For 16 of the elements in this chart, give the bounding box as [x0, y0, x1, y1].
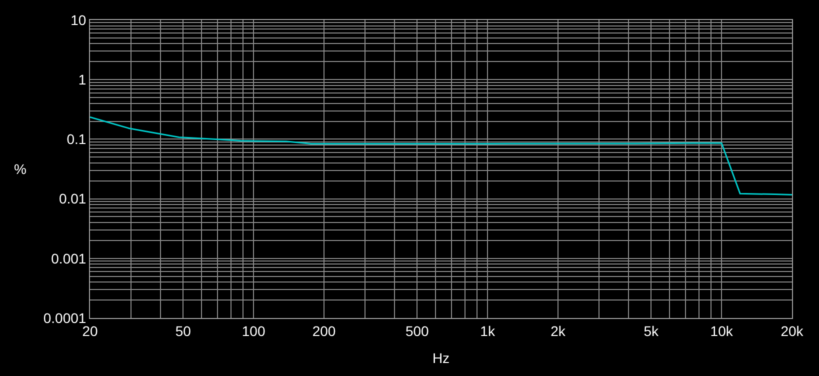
x-tick-label: 2k [550, 322, 566, 339]
x-tick-label: 200 [312, 322, 336, 339]
y-axis-title: % [14, 161, 26, 177]
x-axis-title: Hz [432, 350, 450, 366]
x-tick-label: 1k [480, 322, 496, 339]
x-tick-label: 500 [405, 322, 430, 339]
y-tick-label: 1 [78, 72, 86, 88]
y-tick-label: 10 [70, 12, 86, 28]
y-tick-label: 0.1 [66, 131, 86, 148]
x-tick-label: 50 [175, 322, 192, 339]
y-tick-label: 0.01 [58, 190, 86, 207]
x-tick-label: 5k [644, 322, 660, 339]
y-tick-label: 0.001 [51, 250, 86, 266]
x-tick-label: 100 [242, 322, 266, 339]
x-tick-label: 10k [710, 322, 734, 339]
x-tick-label: 20k [780, 322, 804, 339]
